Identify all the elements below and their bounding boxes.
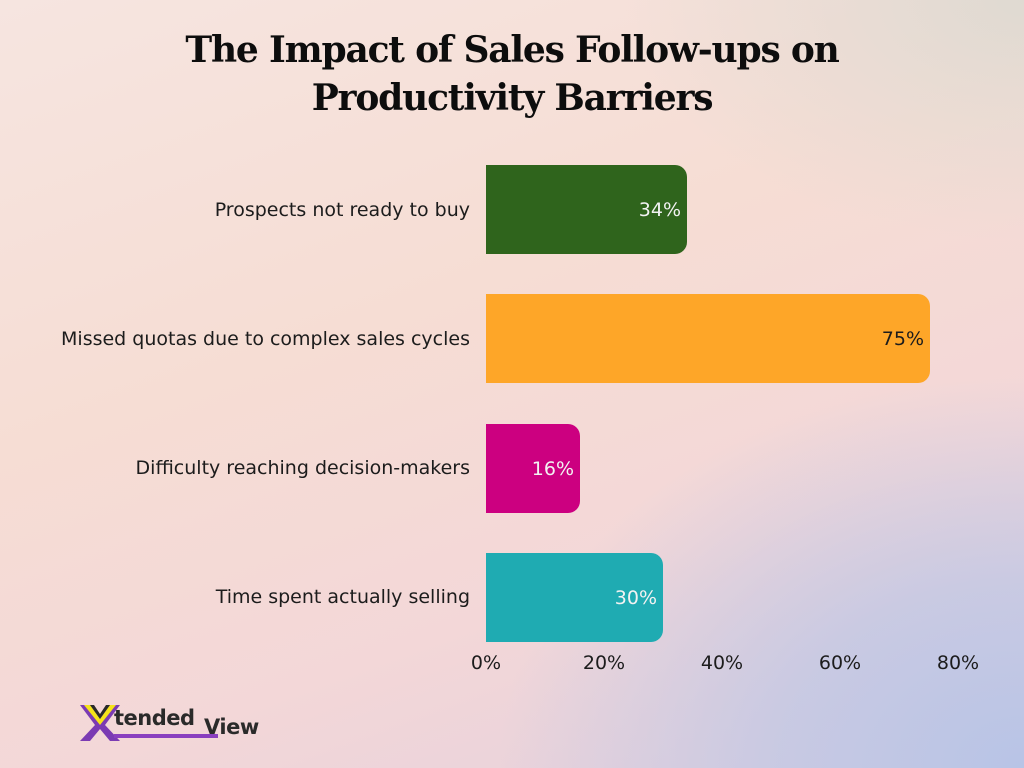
x-axis-tick: 60% <box>818 652 862 674</box>
x-axis-tick: 80% <box>936 652 980 674</box>
bar-value-label: 16% <box>531 457 574 480</box>
category-label: Missed quotas due to complex sales cycle… <box>61 328 470 350</box>
x-axis-tick: 40% <box>700 652 744 674</box>
x-axis-tick: 20% <box>582 652 626 674</box>
logo-underline <box>114 734 218 738</box>
chart-title-line-2: Productivity Barriers <box>311 77 714 119</box>
logo-x-mark-icon <box>80 705 120 741</box>
category-label: Time spent actually selling <box>215 586 470 608</box>
logo-text-suffix: View <box>204 715 259 739</box>
xtendedview-logo: tended View <box>78 703 268 743</box>
chart-title-line-1: The Impact of Sales Follow-ups on <box>185 29 839 71</box>
chart-title: The Impact of Sales Follow-ups on Produc… <box>0 26 1024 122</box>
category-label: Difficulty reaching decision-makers <box>135 457 470 479</box>
bar-difficulty-reaching: 16% <box>486 424 580 513</box>
category-label: Prospects not ready to buy <box>214 199 470 221</box>
x-axis-tick: 0% <box>470 652 502 674</box>
bar-prospects-not-ready: 34% <box>486 165 687 254</box>
bar-time-selling: 30% <box>486 553 663 642</box>
logo-text-main: tended <box>114 706 195 730</box>
bar-value-label: 30% <box>614 586 657 609</box>
bar-value-label: 75% <box>881 327 924 350</box>
bar-missed-quotas: 75% <box>486 294 930 383</box>
bar-value-label: 34% <box>638 198 681 221</box>
